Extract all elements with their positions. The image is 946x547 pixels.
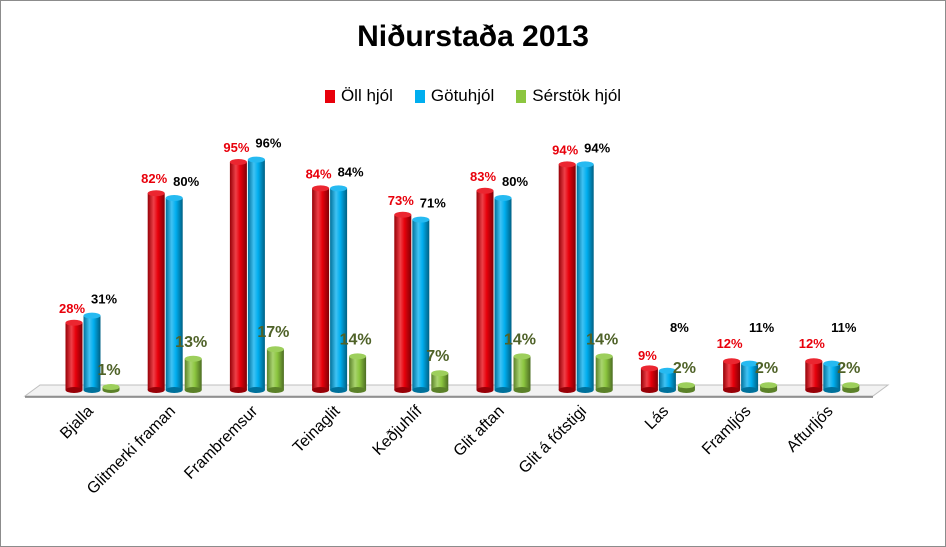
data-label-0-9: 12% — [799, 336, 825, 351]
data-label-1-9: 11% — [831, 320, 857, 335]
category-label-6: Glit á fótstigi — [516, 403, 590, 477]
data-label-0-4: 73% — [388, 193, 414, 208]
bar-0-9 — [805, 358, 823, 393]
category-label-0: Bjalla — [57, 403, 97, 443]
data-label-1-5: 80% — [502, 174, 528, 189]
legend-item-2: Sérstök hjól — [516, 86, 621, 106]
bar-1-9 — [823, 360, 841, 393]
bar-2-7 — [677, 382, 695, 393]
bar-0-1 — [147, 190, 165, 393]
data-label-0-7: 9% — [638, 348, 657, 363]
bar-2-4 — [431, 370, 449, 393]
legend-item-0: Öll hjól — [324, 86, 393, 106]
category-label-9: Afturljós — [784, 403, 837, 456]
data-label-0-2: 95% — [223, 140, 249, 155]
data-label-1-0: 31% — [91, 292, 117, 307]
legend: Öll hjól Götuhjól Sérstök hjól — [0, 86, 946, 106]
legend-label-2: Sérstök hjól — [532, 86, 622, 105]
data-label-2-0: 1% — [97, 362, 120, 379]
bar-0-5 — [476, 187, 494, 393]
data-label-0-6: 94% — [552, 142, 578, 157]
bar-0-3 — [312, 185, 330, 393]
bar-1-0 — [83, 312, 101, 393]
data-label-1-7: 8% — [670, 320, 689, 335]
bar-1-8 — [741, 360, 759, 393]
data-label-1-1: 80% — [173, 174, 199, 189]
chart-title: Niðurstaða 2013 — [357, 20, 589, 53]
bar-0-7 — [640, 365, 658, 393]
data-label-2-3: 14% — [340, 331, 372, 348]
category-label-5: Glit aftan — [451, 403, 508, 460]
data-label-0-5: 83% — [470, 169, 496, 184]
category-label-1: Glitmerki framan — [84, 403, 179, 498]
bar-0-0 — [65, 319, 83, 393]
bar-2-0 — [102, 384, 120, 393]
data-label-1-6: 94% — [584, 140, 610, 155]
bar-0-4 — [394, 211, 412, 393]
data-label-2-6: 14% — [586, 331, 618, 348]
bar-2-5 — [513, 353, 531, 393]
bar-0-8 — [723, 358, 741, 393]
bar-2-9 — [842, 382, 860, 393]
bar-2-2 — [266, 346, 284, 393]
data-label-0-1: 82% — [141, 171, 167, 186]
data-label-2-9: 2% — [837, 360, 860, 377]
data-label-2-2: 17% — [257, 324, 289, 341]
data-label-2-1: 13% — [175, 334, 207, 351]
data-label-0-0: 28% — [59, 301, 85, 316]
data-label-0-8: 12% — [717, 336, 743, 351]
category-label-7: Lás — [642, 403, 672, 433]
bar-2-3 — [349, 353, 367, 393]
legend-label-1: Götuhjól — [430, 86, 495, 105]
data-label-0-3: 84% — [306, 166, 332, 181]
data-label-1-2: 96% — [255, 136, 281, 151]
legend-item-1: Götuhjól — [414, 86, 495, 106]
data-label-2-8: 2% — [755, 360, 778, 377]
data-label-1-8: 11% — [749, 320, 775, 335]
bar-0-2 — [229, 159, 247, 393]
data-label-1-3: 84% — [338, 164, 364, 179]
category-label-2: Frambremsur — [181, 402, 261, 482]
bar-2-6 — [595, 353, 613, 393]
category-label-3: Teinaglit — [290, 402, 344, 456]
bar-0-6 — [558, 161, 576, 393]
bar-1-6 — [576, 161, 594, 393]
legend-swatch-0 — [324, 89, 335, 103]
bar-1-3 — [330, 185, 348, 393]
legend-swatch-2 — [516, 89, 527, 103]
data-label-2-7: 2% — [673, 360, 696, 377]
bar-1-4 — [412, 216, 430, 393]
bar-1-7 — [658, 367, 676, 393]
legend-swatch-1 — [414, 89, 425, 103]
bar-1-5 — [494, 195, 512, 393]
data-label-2-4: 7% — [426, 348, 449, 365]
legend-label-0: Öll hjól — [340, 86, 393, 105]
category-label-8: Framljós — [699, 403, 754, 458]
bar-2-1 — [184, 355, 202, 393]
category-label-4: Keðjuhlíf — [370, 402, 426, 458]
data-label-2-5: 14% — [504, 331, 536, 348]
bar-1-2 — [247, 156, 265, 393]
bar-1-1 — [165, 195, 183, 393]
bar-2-8 — [760, 382, 778, 393]
data-label-1-4: 71% — [420, 196, 446, 211]
